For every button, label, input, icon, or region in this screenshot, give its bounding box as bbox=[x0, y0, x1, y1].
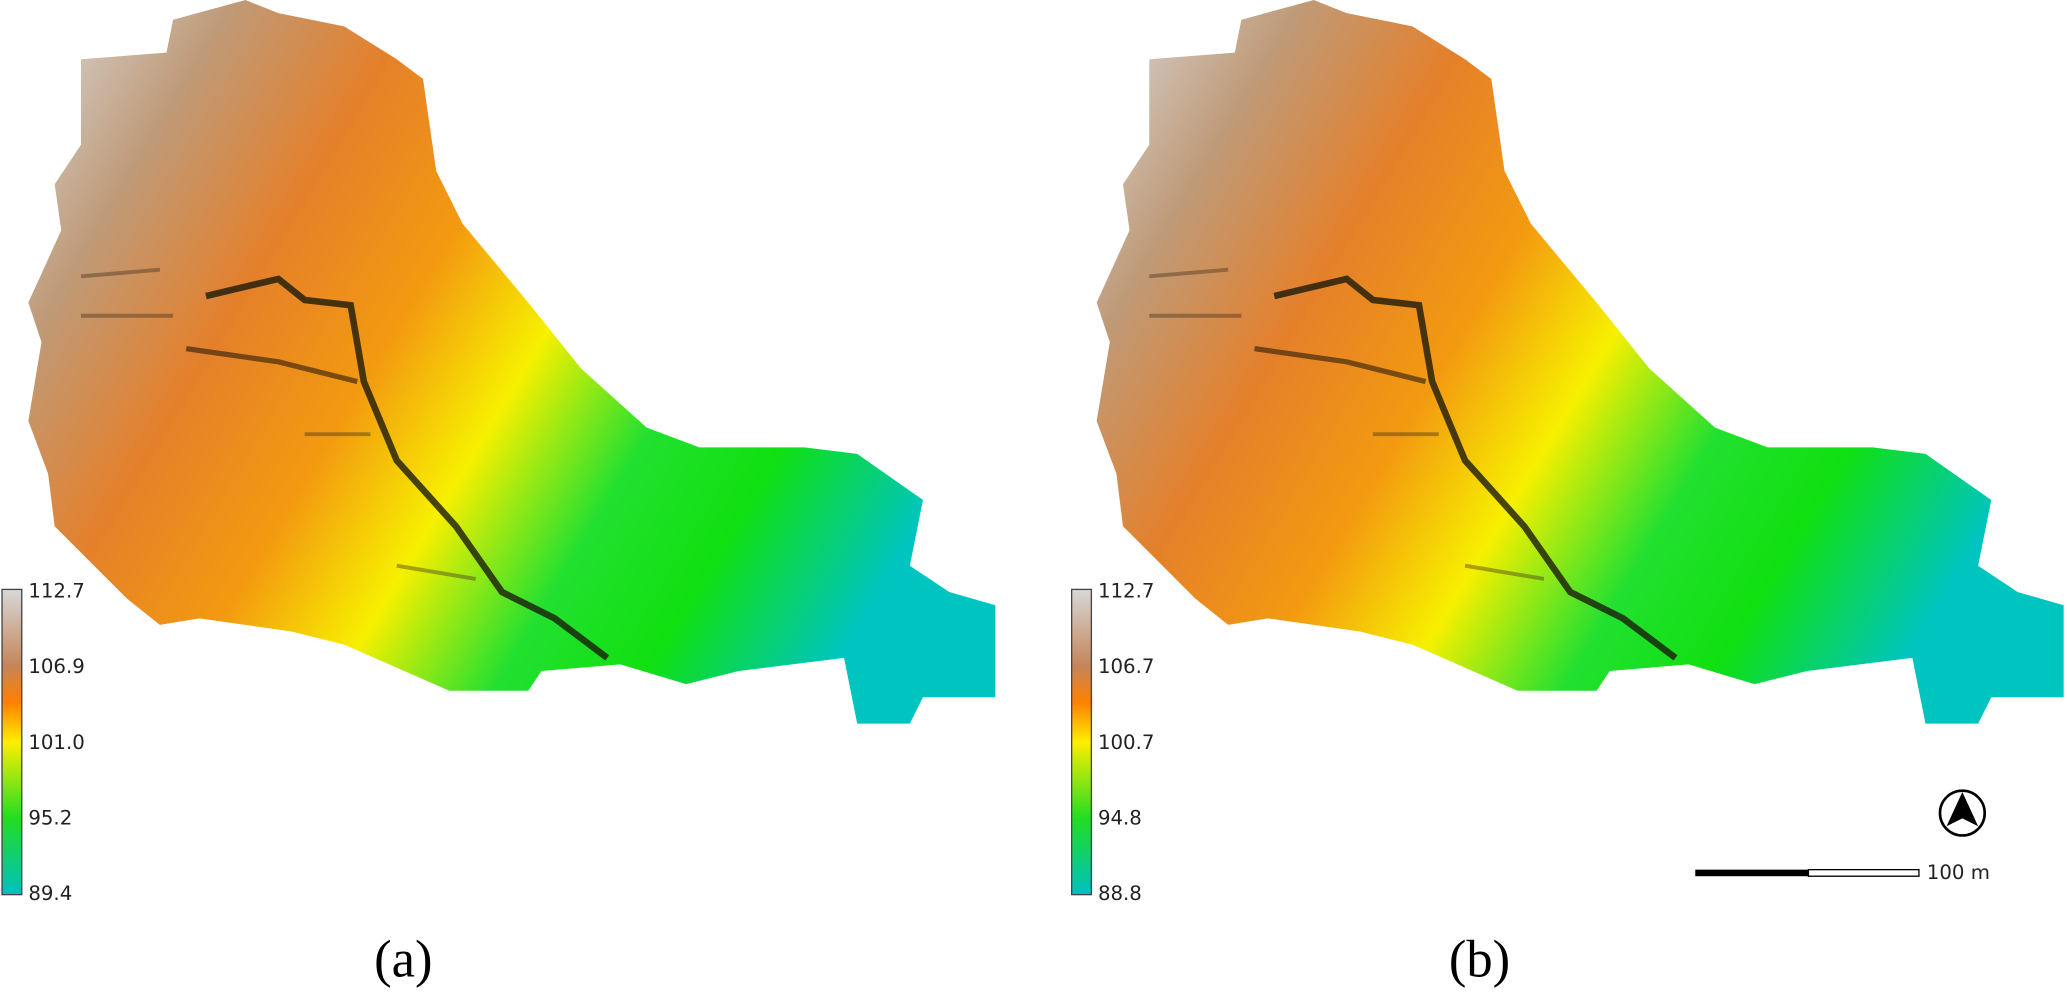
elevation-map bbox=[1097, 0, 2064, 724]
elevation-map bbox=[28, 0, 995, 724]
legend-label: 112.7 bbox=[28, 580, 84, 603]
legend-label: 95.2 bbox=[28, 806, 72, 829]
legend-label: 106.7 bbox=[1098, 655, 1154, 678]
legend-ramp bbox=[1, 588, 23, 896]
legend-label: 89.4 bbox=[28, 882, 72, 905]
legend-label: 101.0 bbox=[28, 731, 84, 754]
legend-label: 94.8 bbox=[1098, 806, 1142, 829]
scale-label: 100 m bbox=[1927, 861, 1990, 884]
legend-label: 100.7 bbox=[1098, 731, 1154, 754]
panel-caption: (a) bbox=[374, 930, 432, 988]
north-label: N bbox=[1957, 820, 1967, 834]
panel-caption: (b) bbox=[1449, 930, 1510, 988]
north-arrow bbox=[1938, 789, 1987, 837]
legend-ramp bbox=[1070, 588, 1093, 896]
scale-bar bbox=[1695, 868, 1920, 877]
legend-label: 112.7 bbox=[1098, 580, 1154, 603]
legend-label: 106.9 bbox=[28, 655, 84, 678]
legend-label: 88.8 bbox=[1098, 882, 1142, 905]
